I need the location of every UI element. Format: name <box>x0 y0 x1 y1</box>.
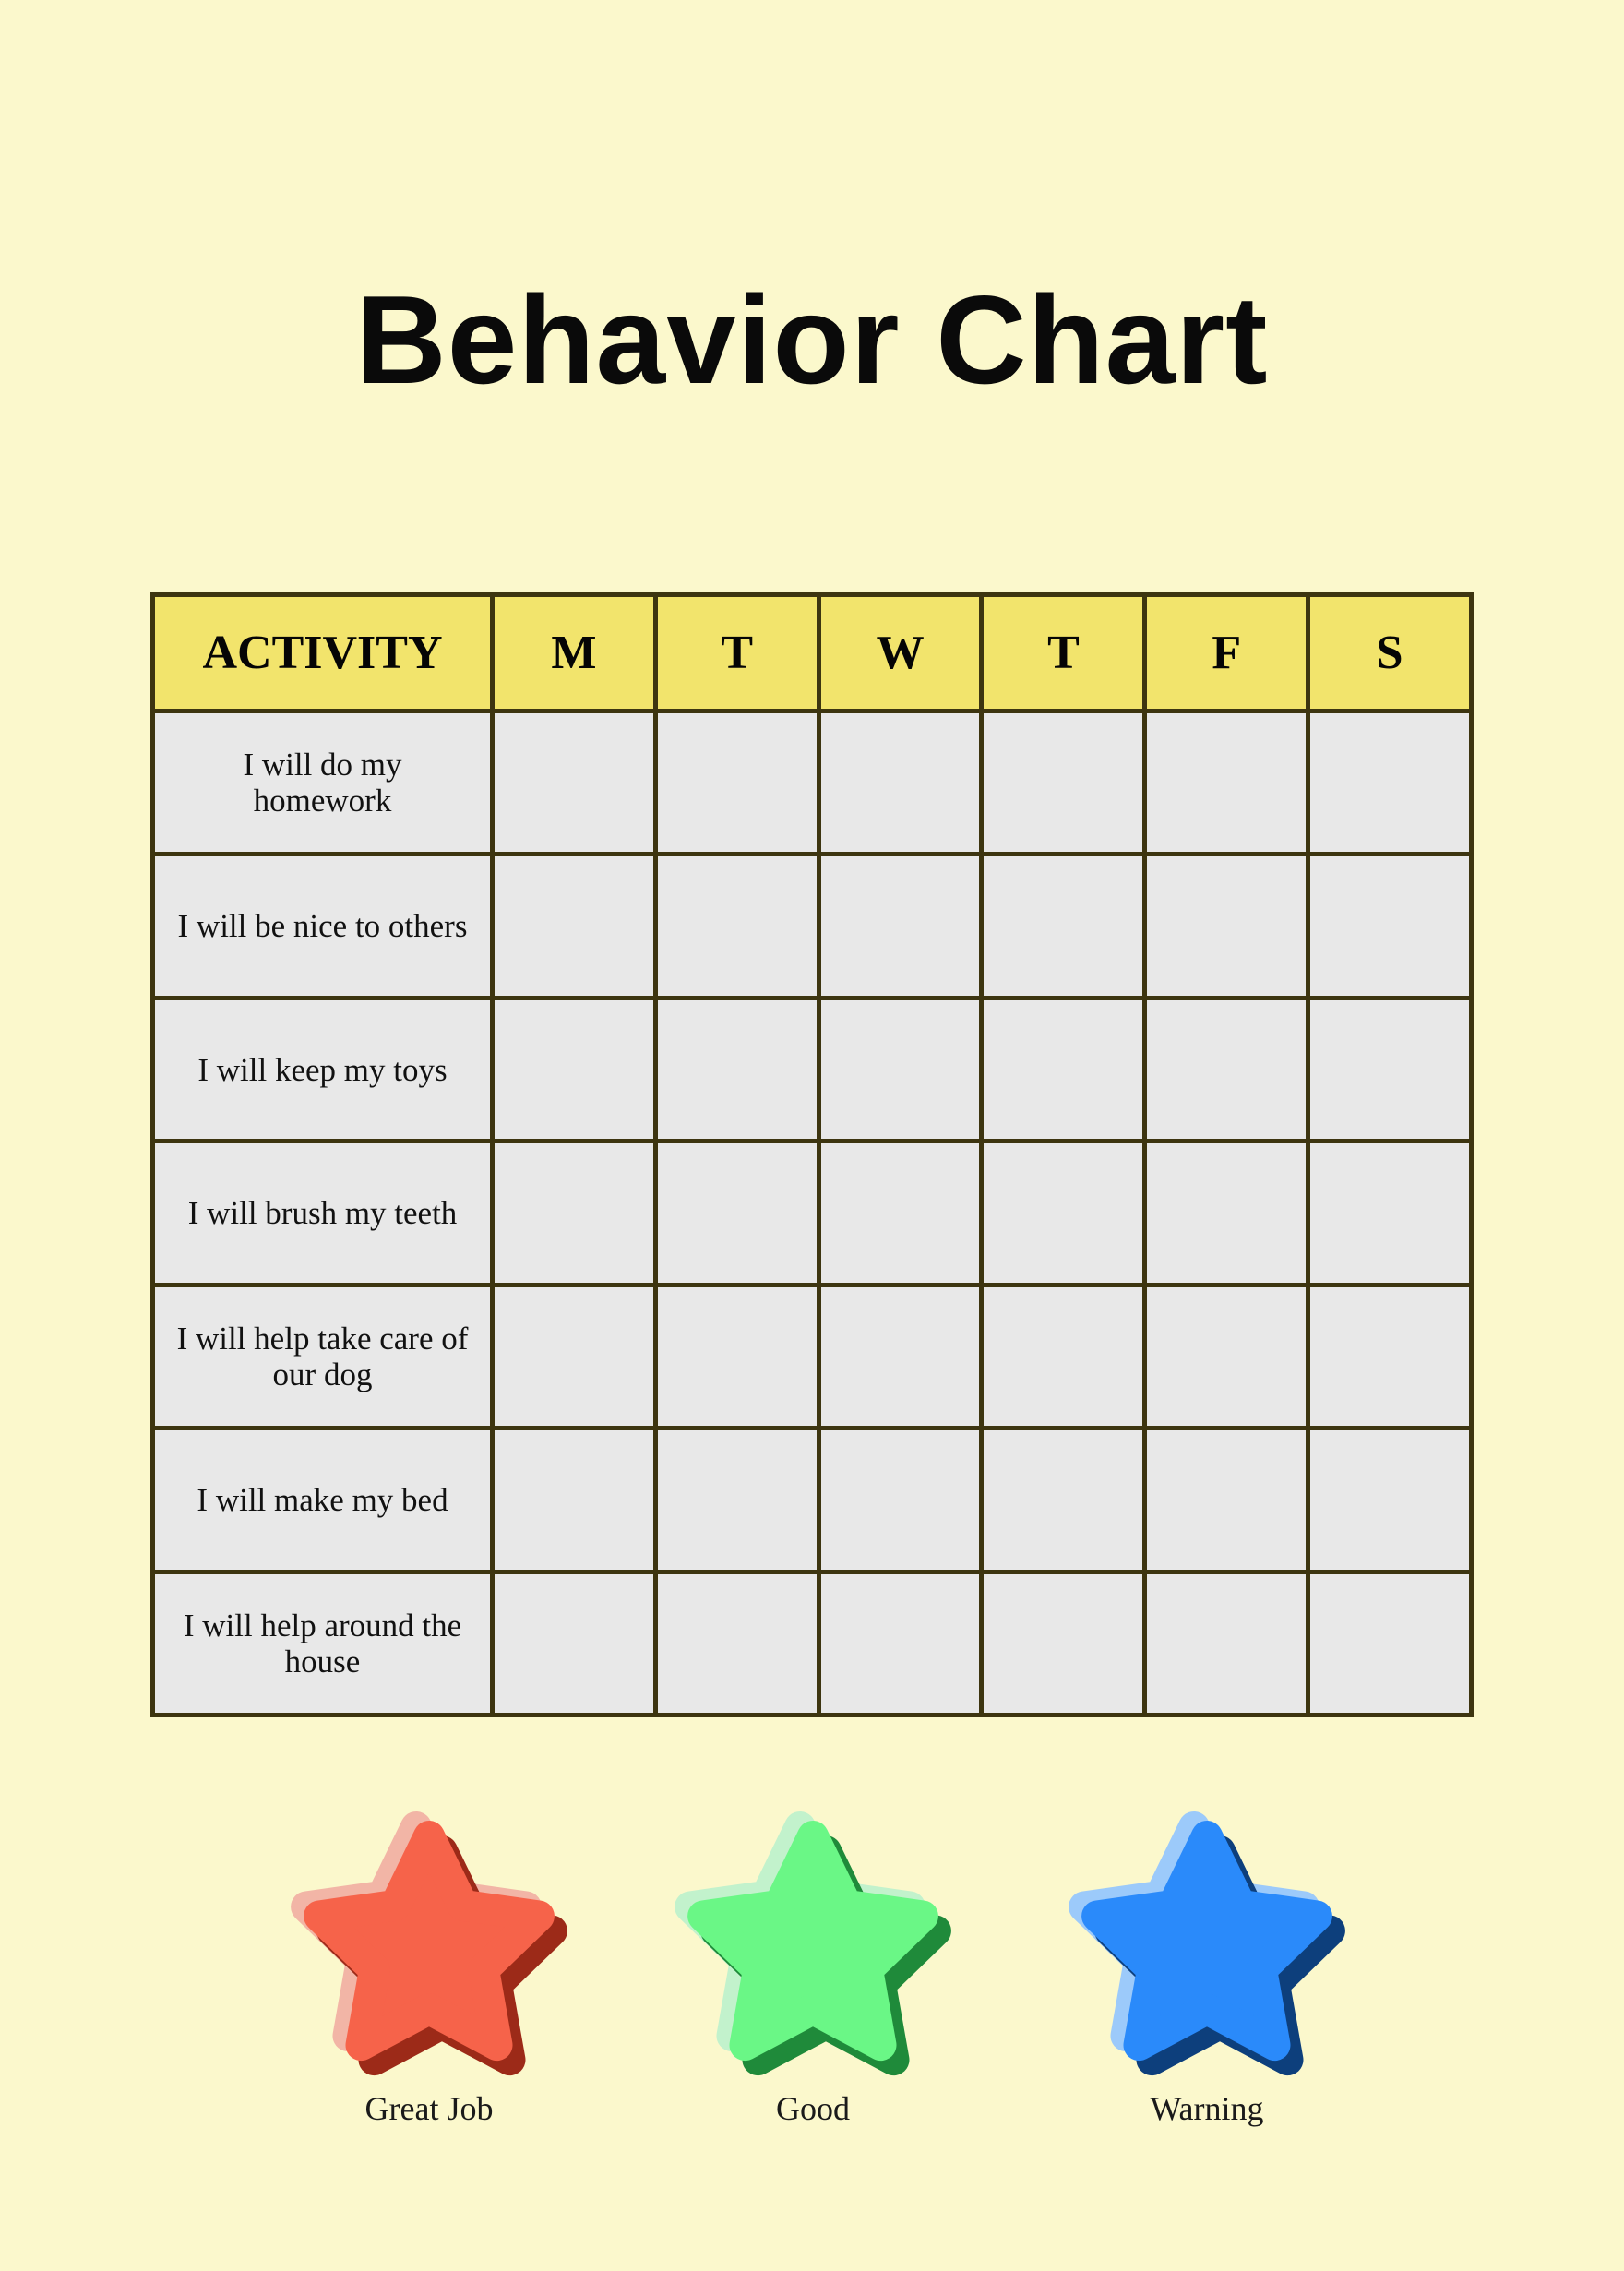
day-cell[interactable] <box>657 1286 817 1427</box>
day-cell[interactable] <box>820 856 980 996</box>
activity-label: I will help take care of our dog <box>155 1286 490 1427</box>
legend-item: Good <box>665 1799 961 2169</box>
day-cell[interactable] <box>495 1143 653 1283</box>
day-cell[interactable] <box>820 1573 980 1713</box>
blue-star-icon <box>1069 1811 1345 2076</box>
day-cell[interactable] <box>1310 856 1469 996</box>
activity-label: I will do my homework <box>155 713 490 853</box>
activity-label: I will help around the house <box>155 1573 490 1713</box>
activity-label: I will keep my toys <box>155 999 490 1140</box>
header-day: W <box>820 597 980 709</box>
day-cell[interactable] <box>984 1286 1143 1427</box>
day-cell[interactable] <box>1147 856 1307 996</box>
day-cell[interactable] <box>1310 1430 1469 1570</box>
legend-label: Great Job <box>364 2090 494 2127</box>
day-cell[interactable] <box>1147 713 1307 853</box>
day-cell[interactable] <box>1310 1573 1469 1713</box>
day-cell[interactable] <box>495 999 653 1140</box>
day-cell[interactable] <box>820 713 980 853</box>
header-day: T <box>984 597 1143 709</box>
day-cell[interactable] <box>657 1143 817 1283</box>
day-cell[interactable] <box>984 856 1143 996</box>
day-cell[interactable] <box>1310 1143 1469 1283</box>
legend-label: Warning <box>1150 2090 1264 2127</box>
day-cell[interactable] <box>495 1573 653 1713</box>
day-cell[interactable] <box>820 1430 980 1570</box>
day-cell[interactable] <box>984 1573 1143 1713</box>
activity-label: I will be nice to others <box>155 856 490 996</box>
activity-label: I will brush my teeth <box>155 1143 490 1283</box>
day-cell[interactable] <box>495 1286 653 1427</box>
day-cell[interactable] <box>1147 1286 1307 1427</box>
header-activity: ACTIVITY <box>155 597 490 709</box>
day-cell[interactable] <box>1310 1286 1469 1427</box>
day-cell[interactable] <box>657 856 817 996</box>
behavior-table: ACTIVITY M T W T F S I will do my homework I wil… <box>150 592 1474 1717</box>
day-cell[interactable] <box>820 1286 980 1427</box>
red-star-icon <box>291 1811 567 2076</box>
day-cell[interactable] <box>984 713 1143 853</box>
day-cell[interactable] <box>1147 999 1307 1140</box>
header-day: F <box>1147 597 1307 709</box>
page-title: Behavior Chart <box>355 269 1269 410</box>
header-day: T <box>657 597 817 709</box>
day-cell[interactable] <box>495 856 653 996</box>
legend-label: Good <box>776 2090 850 2127</box>
day-cell[interactable] <box>1147 1573 1307 1713</box>
day-cell[interactable] <box>1310 713 1469 853</box>
day-cell[interactable] <box>820 999 980 1140</box>
day-cell[interactable] <box>984 1143 1143 1283</box>
day-cell[interactable] <box>1310 999 1469 1140</box>
day-cell[interactable] <box>1147 1430 1307 1570</box>
day-cell[interactable] <box>657 1430 817 1570</box>
day-cell[interactable] <box>1147 1143 1307 1283</box>
day-cell[interactable] <box>657 713 817 853</box>
day-cell[interactable] <box>657 999 817 1140</box>
activity-label: I will make my bed <box>155 1430 490 1570</box>
day-cell[interactable] <box>495 1430 653 1570</box>
day-cell[interactable] <box>820 1143 980 1283</box>
day-cell[interactable] <box>984 999 1143 1140</box>
green-star-icon <box>675 1811 951 2076</box>
header-day: S <box>1310 597 1469 709</box>
header-day: M <box>495 597 653 709</box>
star-face <box>1081 1821 1332 2062</box>
legend-item: Great Job <box>281 1799 577 2169</box>
day-cell[interactable] <box>657 1573 817 1713</box>
star-face <box>687 1821 938 2062</box>
day-cell[interactable] <box>984 1430 1143 1570</box>
day-cell[interactable] <box>495 713 653 853</box>
legend-item: Warning <box>1059 1799 1355 2169</box>
star-face <box>304 1821 555 2062</box>
